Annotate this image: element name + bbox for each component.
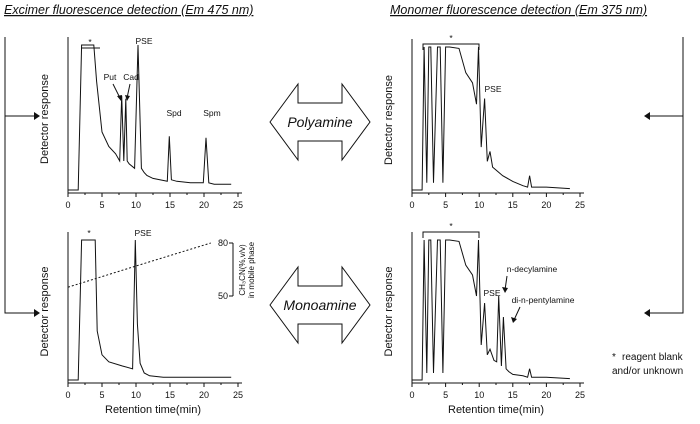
left-flow-bracket bbox=[4, 37, 40, 317]
x-tick-label: 25 bbox=[233, 390, 243, 400]
peak-label-pse: PSE bbox=[134, 228, 151, 238]
peak-label-pse: PSE bbox=[484, 84, 501, 94]
right-flow-bracket bbox=[644, 37, 684, 317]
x-axis-label: Retention time(min) bbox=[105, 404, 201, 416]
gradient-label-1: CH₃CN(%,v/v) bbox=[238, 244, 247, 296]
x-tick-label: 5 bbox=[443, 390, 448, 400]
gradient-axis: 80 50 CH₃CN(%,v/v) in mobile phase bbox=[218, 238, 256, 301]
peak-label-put: Put bbox=[104, 72, 117, 82]
x-tick-label: 25 bbox=[575, 390, 585, 400]
annotations-bottom-right: * PSE n-decylamine di-n-pentylamine bbox=[422, 221, 575, 323]
peak-label-cad: Cad bbox=[123, 72, 139, 82]
chromatogram-trace bbox=[68, 44, 232, 191]
x-tick-label: 15 bbox=[508, 390, 518, 400]
x-tick-label: 20 bbox=[541, 200, 551, 210]
footnote-line1: reagent blank bbox=[622, 352, 684, 363]
x-tick-label: 10 bbox=[131, 390, 141, 400]
footnote: * reagent blank and/or unknown bbox=[612, 352, 684, 377]
x-tick-label: 5 bbox=[443, 200, 448, 210]
footnote-symbol: * bbox=[612, 352, 616, 363]
x-tick-label: 10 bbox=[131, 200, 141, 210]
x-tick-label: 0 bbox=[65, 390, 70, 400]
monoamine-label: Monoamine bbox=[283, 297, 356, 313]
peak-label-reagent: * bbox=[449, 221, 453, 231]
gradient-line bbox=[67, 242, 211, 288]
peak-label-spd: Spd bbox=[166, 108, 181, 118]
monoamine-double-arrow: Monoamine bbox=[269, 265, 371, 345]
panel-bottom-right: 0 5 10 15 20 25 Detector response Retention tim… bbox=[383, 232, 585, 416]
x-tick-label: 25 bbox=[575, 200, 585, 210]
x-tick-label: 5 bbox=[99, 200, 104, 210]
annotations-top-left: * Put Cad PSE Spd Spm bbox=[81, 36, 221, 118]
x-axis-label: Retention time(min) bbox=[448, 404, 544, 416]
left-header: Excimer fluorescence detection (Em 475 n… bbox=[4, 3, 253, 17]
peak-label-decylamine: n-decylamine bbox=[507, 264, 558, 274]
x-tick-label: 0 bbox=[65, 200, 70, 210]
panel-bottom-left: 0 5 10 15 20 25 Detector response Retention tim… bbox=[39, 232, 243, 416]
annotations-bottom-left: * PSE bbox=[87, 228, 151, 238]
annotations-top-right: * PSE bbox=[422, 33, 502, 94]
peak-label-reagent: * bbox=[88, 37, 92, 47]
x-tick-label: 0 bbox=[409, 390, 414, 400]
x-tick-label: 20 bbox=[199, 390, 209, 400]
x-tick-label: 25 bbox=[233, 200, 243, 210]
right-header: Monomer fluorescence detection (Em 375 n… bbox=[390, 3, 647, 17]
chromatogram-trace bbox=[412, 46, 570, 191]
peak-label-reagent: * bbox=[87, 228, 91, 238]
x-tick-label: 10 bbox=[474, 390, 484, 400]
peak-label-spm: Spm bbox=[203, 108, 220, 118]
gradient-label-2: in mobile phase bbox=[247, 241, 256, 298]
peak-label-dipentylamine: di-n-pentylamine bbox=[512, 295, 575, 305]
chromatogram-trace bbox=[412, 239, 570, 381]
panel-top-left: 0 5 10 15 20 25 Detector response bbox=[39, 37, 243, 210]
x-tick-label: 20 bbox=[199, 200, 209, 210]
peak-label-pse: PSE bbox=[483, 288, 500, 298]
gradient-tick-80: 80 bbox=[218, 238, 228, 248]
y-axis-label: Detector response bbox=[383, 267, 395, 357]
y-axis-label: Detector response bbox=[39, 267, 51, 357]
x-tick-label: 20 bbox=[541, 390, 551, 400]
x-tick-label: 10 bbox=[474, 200, 484, 210]
x-tick-label: 5 bbox=[99, 390, 104, 400]
footnote-line2: and/or unknown bbox=[612, 366, 683, 377]
peak-label-reagent: * bbox=[449, 33, 453, 43]
panel-top-right: 0 5 10 15 20 25 Detector response bbox=[383, 39, 585, 210]
y-axis-label: Detector response bbox=[39, 74, 51, 164]
gradient-tick-50: 50 bbox=[218, 291, 228, 301]
x-tick-label: 15 bbox=[165, 200, 175, 210]
x-tick-label: 15 bbox=[508, 200, 518, 210]
x-tick-label: 0 bbox=[409, 200, 414, 210]
polyamine-label: Polyamine bbox=[287, 114, 353, 130]
y-axis-label: Detector response bbox=[383, 75, 395, 165]
peak-label-pse: PSE bbox=[135, 36, 152, 46]
polyamine-double-arrow: Polyamine bbox=[269, 82, 371, 162]
x-tick-label: 15 bbox=[165, 390, 175, 400]
chromatogram-trace bbox=[68, 239, 232, 381]
